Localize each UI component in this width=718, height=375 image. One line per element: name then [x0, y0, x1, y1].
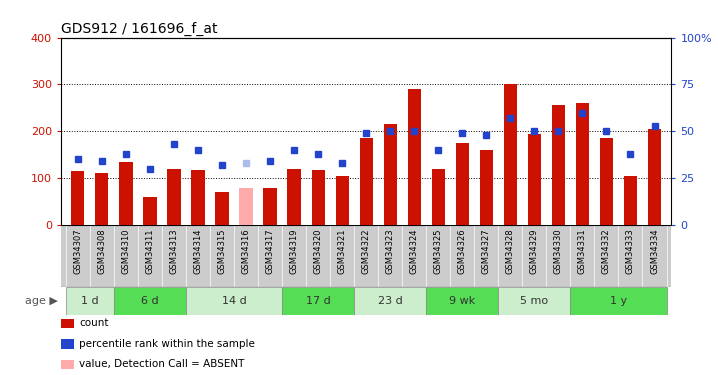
- Text: GSM34314: GSM34314: [193, 228, 202, 274]
- Bar: [192, 170, 205, 225]
- Text: 23 d: 23 d: [378, 296, 403, 306]
- Text: GSM34313: GSM34313: [169, 228, 179, 274]
- Bar: [552, 105, 565, 225]
- Bar: [498, 287, 570, 315]
- Text: 14 d: 14 d: [222, 296, 246, 306]
- Text: value, Detection Call = ABSENT: value, Detection Call = ABSENT: [79, 360, 244, 369]
- Bar: [576, 103, 589, 225]
- Bar: [504, 84, 517, 225]
- Text: GSM34310: GSM34310: [121, 228, 131, 274]
- Bar: [408, 89, 421, 225]
- Bar: [570, 287, 666, 315]
- Bar: [383, 124, 397, 225]
- Text: age ▶: age ▶: [24, 296, 57, 306]
- Text: count: count: [79, 318, 108, 328]
- Text: 9 wk: 9 wk: [449, 296, 475, 306]
- Bar: [144, 197, 157, 225]
- Text: GSM34316: GSM34316: [241, 228, 251, 274]
- Bar: [528, 134, 541, 225]
- Bar: [66, 287, 114, 315]
- Text: GSM34328: GSM34328: [506, 228, 515, 274]
- Text: GSM34326: GSM34326: [458, 228, 467, 274]
- Bar: [264, 188, 276, 225]
- Bar: [282, 287, 354, 315]
- Text: GSM34322: GSM34322: [362, 228, 370, 274]
- Text: GSM34333: GSM34333: [626, 228, 635, 274]
- Text: GSM34311: GSM34311: [146, 228, 154, 274]
- Bar: [186, 287, 282, 315]
- Bar: [239, 188, 253, 225]
- Text: GSM34308: GSM34308: [98, 228, 106, 274]
- Text: 5 mo: 5 mo: [521, 296, 549, 306]
- Bar: [119, 162, 133, 225]
- Bar: [432, 169, 445, 225]
- Bar: [456, 143, 469, 225]
- Bar: [648, 129, 661, 225]
- Bar: [426, 287, 498, 315]
- Text: GSM34331: GSM34331: [578, 228, 587, 274]
- Text: GSM34315: GSM34315: [218, 228, 226, 274]
- Text: GSM34321: GSM34321: [337, 228, 347, 274]
- Text: GSM34324: GSM34324: [410, 228, 419, 274]
- Text: GSM34332: GSM34332: [602, 228, 611, 274]
- Bar: [480, 150, 493, 225]
- Text: GSM34323: GSM34323: [386, 228, 395, 274]
- Bar: [71, 171, 85, 225]
- Bar: [287, 169, 301, 225]
- Text: percentile rank within the sample: percentile rank within the sample: [79, 339, 255, 349]
- Bar: [312, 170, 325, 225]
- Bar: [360, 138, 373, 225]
- Text: GSM34330: GSM34330: [554, 228, 563, 274]
- Text: GDS912 / 161696_f_at: GDS912 / 161696_f_at: [61, 22, 218, 36]
- Bar: [354, 287, 426, 315]
- Bar: [215, 192, 228, 225]
- Bar: [600, 138, 613, 225]
- Text: GSM34325: GSM34325: [434, 228, 443, 274]
- Text: GSM34334: GSM34334: [650, 228, 659, 274]
- Text: 1 d: 1 d: [81, 296, 98, 306]
- Text: GSM34329: GSM34329: [530, 228, 539, 274]
- Bar: [95, 173, 108, 225]
- Bar: [167, 169, 180, 225]
- Text: 1 y: 1 y: [610, 296, 627, 306]
- Text: GSM34320: GSM34320: [314, 228, 322, 274]
- Bar: [114, 287, 186, 315]
- Text: GSM34317: GSM34317: [266, 228, 274, 274]
- Text: 17 d: 17 d: [306, 296, 330, 306]
- Text: GSM34327: GSM34327: [482, 228, 491, 274]
- Text: 6 d: 6 d: [141, 296, 159, 306]
- Text: GSM34319: GSM34319: [289, 228, 299, 274]
- Text: GSM34307: GSM34307: [73, 228, 83, 274]
- Bar: [624, 176, 637, 225]
- Bar: [335, 176, 349, 225]
